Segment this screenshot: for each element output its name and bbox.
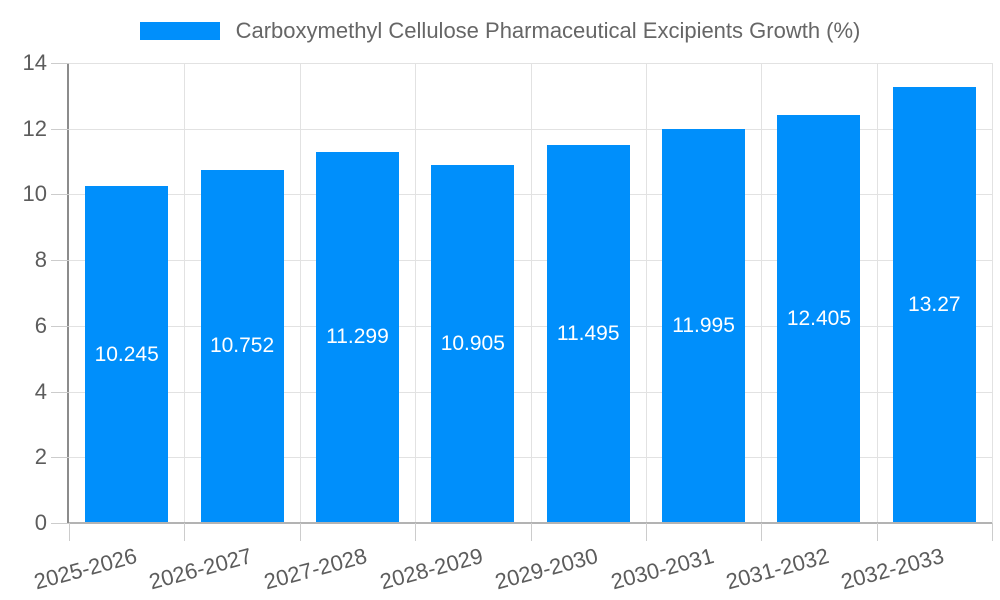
plot-area: 10.245 10.752 11.299 10.905 11.495 11.995 12.4… [69,63,993,523]
x-axis-tick [531,523,532,541]
bar-value-label: 10.905 [440,331,505,355]
chart-title: Carboxymethyl Cellulose Pharmaceutical E… [235,18,861,43]
bar[interactable]: 12.405 [777,115,861,523]
bar-value-label: 11.995 [672,313,735,337]
gridline-vertical [761,63,762,523]
x-axis-tick [415,523,416,541]
bar[interactable]: 11.995 [662,128,746,523]
x-axis-tick [300,523,301,541]
x-axis-tick [184,523,185,541]
bar[interactable]: 11.495 [546,145,630,523]
gridline-horizontal [69,63,992,64]
bar[interactable]: 10.752 [200,169,284,523]
gridline-horizontal [69,457,992,459]
y-axis-tick [51,194,69,195]
gridline-horizontal [69,391,992,393]
y-axis-tick [51,523,69,524]
gridline-horizontal [69,128,992,130]
y-axis-tick [51,260,69,261]
x-axis-line [69,522,992,524]
y-axis-line [67,63,69,523]
x-axis-tick [877,523,878,541]
y-axis-tick-label: 6 [34,313,47,338]
bar[interactable]: 13.27 [892,86,976,523]
y-axis-tick-label: 4 [34,379,47,404]
gridline-horizontal [69,325,992,327]
bar-value-label: 11.495 [556,322,620,346]
y-axis-tick-label: 12 [22,116,47,141]
bar-value-label: 11.299 [326,325,389,349]
x-axis-tick [761,523,762,541]
y-axis-tick-label: 2 [34,444,47,469]
x-axis-tick [69,523,70,541]
y-axis-tick [51,129,69,130]
bar-value-label: 12.405 [786,307,852,331]
y-axis-tick-label: 14 [22,50,47,75]
gridline-vertical [877,63,878,523]
y-axis-tick [51,63,69,64]
legend-swatch[interactable] [139,22,220,40]
gridline-horizontal [69,260,992,262]
bar[interactable]: 11.299 [315,151,399,523]
gridline-horizontal [69,194,992,196]
y-axis-tick [51,392,69,393]
gridline-vertical [415,63,416,523]
gridline-vertical [184,63,185,523]
gridline-vertical [992,63,993,523]
y-axis-tick-label: 8 [34,247,47,272]
y-axis-tick-label: 0 [34,510,47,535]
bar-value-label: 10.245 [94,342,159,366]
y-axis-tick [51,326,69,327]
legend: Carboxymethyl Cellulose Pharmaceutical E… [0,18,1000,44]
x-axis-tick [646,523,647,541]
gridline-vertical [646,63,647,523]
bar-value-label: 10.752 [209,334,275,358]
gridline-vertical [531,63,532,523]
bar[interactable]: 10.245 [85,186,169,523]
y-axis-tick-label: 10 [22,181,47,206]
bar[interactable]: 10.905 [431,164,515,523]
y-axis-tick [51,457,69,458]
bar-value-label: 13.27 [908,292,961,316]
gridline-vertical [300,63,301,523]
x-axis-tick [992,523,993,541]
